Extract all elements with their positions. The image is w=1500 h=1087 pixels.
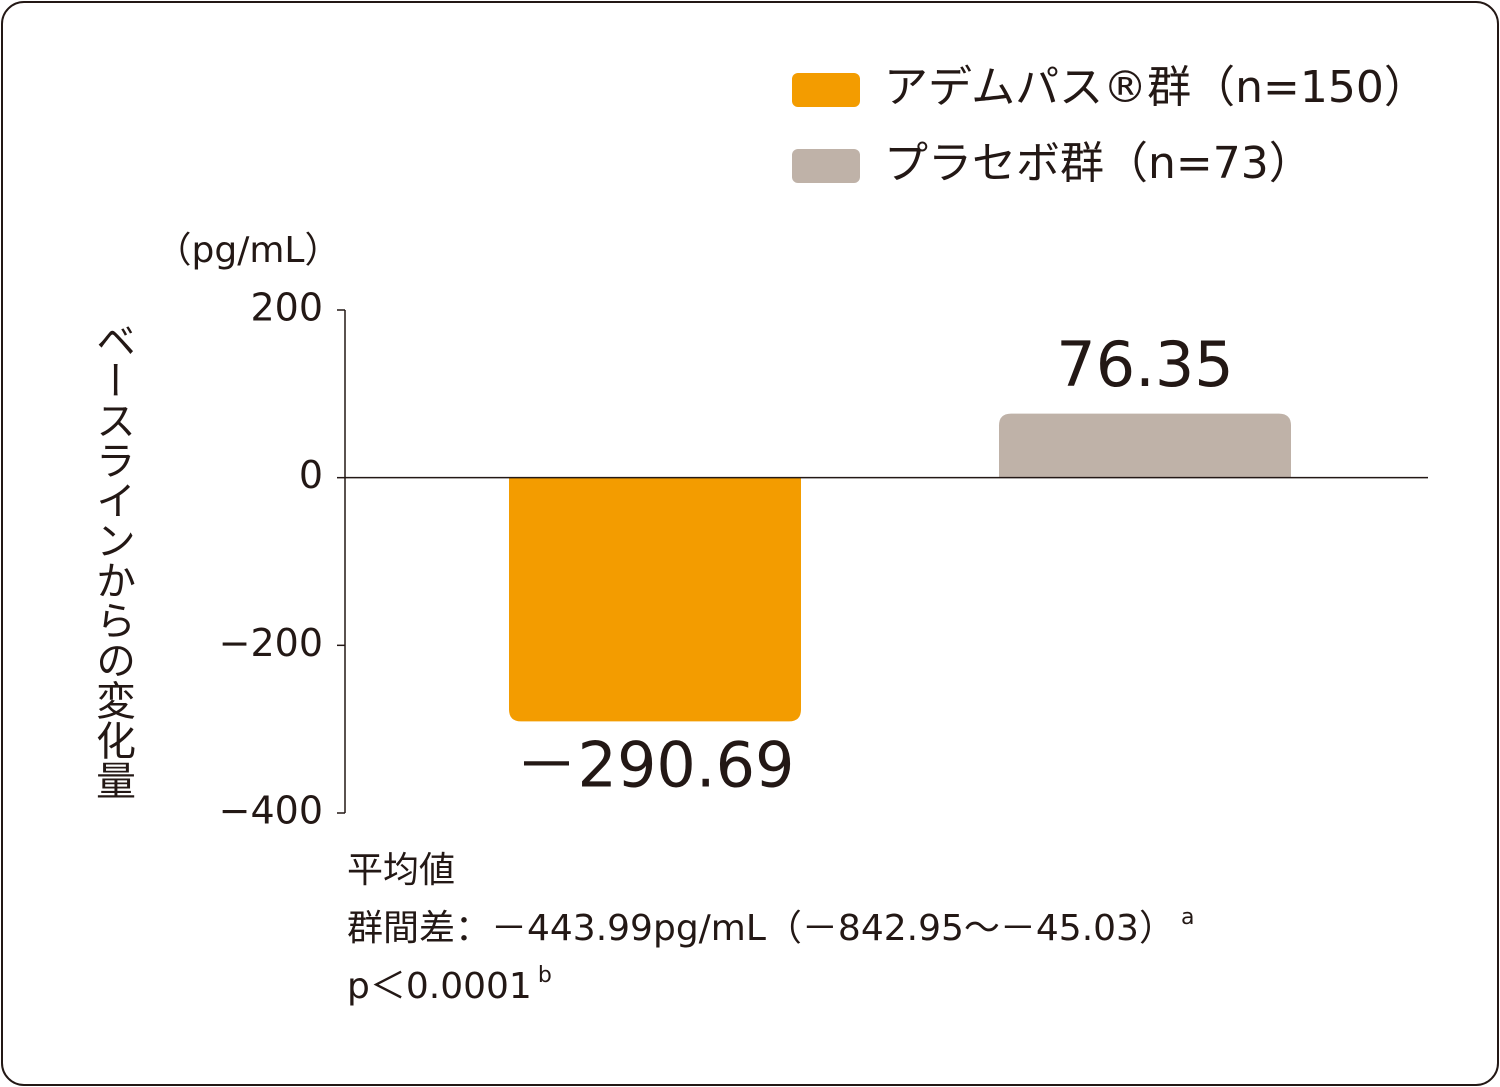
y-unit: （pg/mL） <box>156 230 341 271</box>
bar <box>509 477 801 722</box>
y-tick-label: 200 <box>250 286 323 330</box>
bar <box>999 413 1291 478</box>
legend-label: アデムパス®群（n=150） <box>884 62 1428 113</box>
y-tick-label: −200 <box>219 621 323 665</box>
note-text: 平均値 <box>347 850 455 891</box>
y-axis-label: ベースラインからの変化量 <box>89 320 135 800</box>
note-superscript: a <box>1181 905 1194 930</box>
note-superscript: b <box>538 963 552 988</box>
y-tick-label: 0 <box>299 453 323 497</box>
note: p＜0.0001 b <box>347 963 552 1007</box>
value-label: 76.35 <box>1056 328 1234 401</box>
note-text: 群間差：－443.99pg/mL（－842.95～－45.03） <box>347 908 1175 949</box>
y-tick-label: −400 <box>219 789 323 833</box>
value-label: －290.69 <box>516 728 795 801</box>
note: 平均値 <box>347 850 455 891</box>
legend-label: プラセボ群（n=73） <box>884 138 1313 189</box>
note-text: p＜0.0001 <box>347 966 532 1007</box>
legend-swatch <box>792 149 860 183</box>
note: 群間差：－443.99pg/mL（－842.95～－45.03） a <box>347 905 1194 949</box>
legend-swatch <box>792 73 860 107</box>
